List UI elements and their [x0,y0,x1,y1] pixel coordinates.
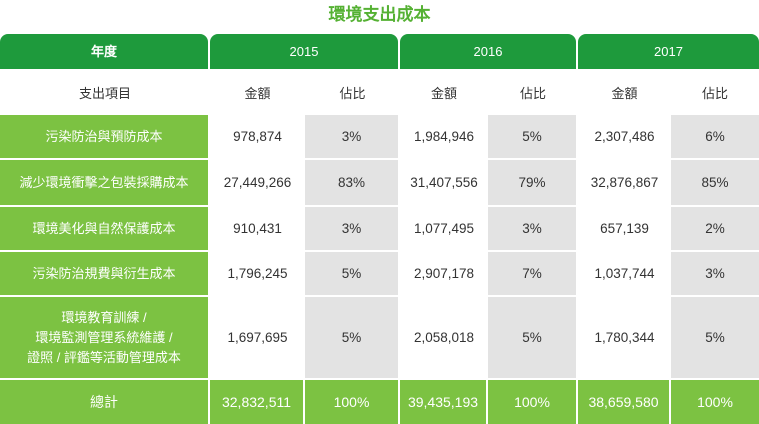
total-share: 100% [671,380,759,424]
total-amount: 39,435,193 [400,380,486,424]
total-amount: 32,832,511 [210,380,303,424]
subheader-share-label: 佔比 [488,71,578,115]
row-label: 污染防治與預防成本 [0,115,208,158]
row-share: 5% [488,297,576,378]
total-amount: 38,659,580 [578,380,669,424]
row-share: 3% [671,252,759,295]
total-label: 總計 [0,380,208,424]
row-label-line: 環境教育訓練 / [61,309,147,325]
row-amount: 2,058,018 [400,297,488,378]
row-amount: 1,077,495 [400,207,488,250]
row-label-line: 環境美化與自然保護成本 [32,221,176,236]
row-amount: 31,407,556 [400,160,488,205]
subheader-amount-label: 金額 [210,71,305,115]
row-amount: 2,307,486 [578,115,671,158]
row-amount: 1,984,946 [400,115,488,158]
header-year-2017: 2017 [578,34,759,69]
subheader-amount-label: 金額 [400,71,488,115]
row-amount: 2,907,178 [400,252,488,295]
row-label-line: 證照 / 評鑑等活動管理成本 [27,349,181,365]
row-label-line: 污染防治與預防成本 [45,129,163,144]
total-share: 100% [488,380,576,424]
subheader-amount-label: 金額 [578,71,671,115]
page-title: 環境支出成本 [328,5,431,24]
row-share: 79% [488,160,576,205]
row-share: 6% [671,115,759,158]
row-share: 5% [305,297,398,378]
row-amount: 32,876,867 [578,160,671,205]
subheader-share-label: 佔比 [305,71,400,115]
total-share: 100% [305,380,398,424]
subheader-item-label: 支出項目 [0,71,210,115]
row-label-line: 環境監測管理系統維護 / [35,329,173,345]
row-label-line: 減少環境衝擊之包裝採購成本 [19,175,189,190]
row-label: 環境教育訓練 / 環境監測管理系統維護 / 證照 / 評鑑等活動管理成本 [0,297,208,378]
row-amount: 1,796,245 [210,252,305,295]
row-label: 環境美化與自然保護成本 [0,207,208,250]
row-share: 5% [488,115,576,158]
row-share: 3% [488,207,576,250]
row-share: 2% [671,207,759,250]
row-label: 減少環境衝擊之包裝採購成本 [0,160,208,205]
row-amount: 27,449,266 [210,160,305,205]
row-share: 5% [671,297,759,378]
header-year-2016: 2016 [400,34,576,69]
row-label-line: 污染防治規費與衍生成本 [32,266,176,281]
row-amount: 1,780,344 [578,297,671,378]
row-amount: 1,037,744 [578,252,671,295]
subheader-share-label: 佔比 [671,71,759,115]
row-amount: 910,431 [210,207,305,250]
row-share: 3% [305,115,398,158]
row-share: 7% [488,252,576,295]
header-year-label: 年度 [0,34,208,69]
header-year-2015: 2015 [210,34,398,69]
row-share: 85% [671,160,759,205]
row-amount: 657,139 [578,207,671,250]
row-share: 5% [305,252,398,295]
row-amount: 1,697,695 [210,297,305,378]
row-share: 3% [305,207,398,250]
row-label: 污染防治規費與衍生成本 [0,252,208,295]
row-share: 83% [305,160,398,205]
row-amount: 978,874 [210,115,305,158]
